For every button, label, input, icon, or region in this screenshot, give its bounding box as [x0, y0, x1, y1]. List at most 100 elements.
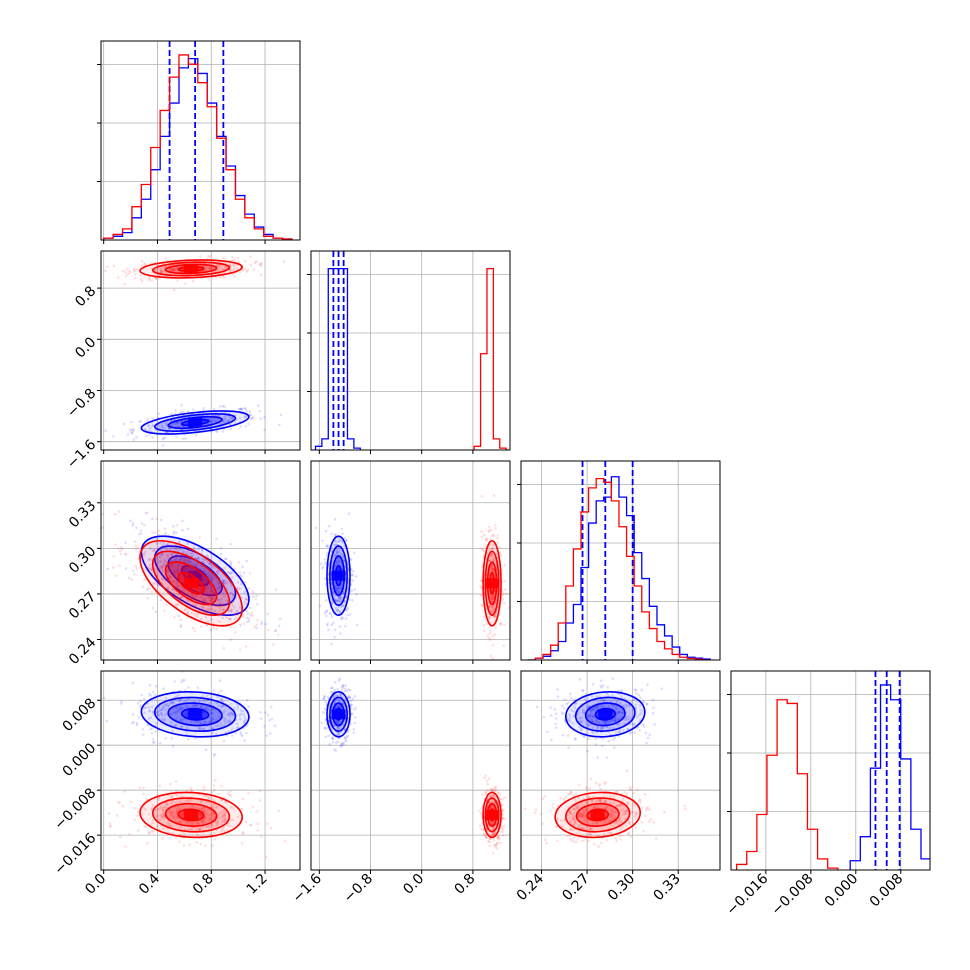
sample-point — [167, 822, 171, 826]
sample-point — [156, 814, 159, 818]
sample-point — [204, 721, 207, 725]
sample-point — [206, 709, 210, 712]
sample-point — [231, 596, 235, 600]
sample-point — [335, 694, 339, 697]
sample-point — [139, 529, 143, 532]
density-peak-series-1 — [485, 809, 500, 820]
sample-point — [334, 719, 338, 723]
sample-point — [180, 596, 183, 600]
sample-point — [175, 523, 179, 527]
sample-point — [235, 722, 239, 726]
sample-point — [333, 701, 336, 704]
sample-point — [151, 710, 155, 714]
sample-point — [493, 633, 497, 636]
sample-point — [143, 552, 146, 556]
sample-point — [228, 719, 231, 723]
sample-point — [493, 603, 497, 606]
sample-point — [220, 603, 223, 607]
sample-point — [151, 607, 155, 610]
sample-point — [101, 512, 104, 516]
sample-point — [216, 816, 220, 820]
sample-point — [161, 837, 165, 840]
sample-point — [214, 724, 218, 728]
sample-point — [336, 551, 339, 555]
sample-point — [494, 843, 498, 847]
sample-point — [188, 806, 191, 809]
sample-point — [501, 828, 505, 832]
sample-point — [203, 576, 206, 580]
sample-point — [199, 799, 203, 803]
sample-point — [218, 620, 221, 623]
sample-point — [332, 543, 335, 547]
sample-point — [174, 819, 177, 823]
sample-point — [193, 572, 196, 576]
x-tick-label: 0.8 — [451, 871, 478, 898]
sample-point — [172, 268, 176, 271]
sample-point — [350, 712, 354, 716]
sample-point — [496, 536, 499, 540]
sample-point — [340, 706, 343, 710]
sample-point — [165, 803, 169, 806]
sample-point — [159, 711, 163, 715]
sample-point — [266, 612, 269, 616]
sample-point — [337, 599, 340, 603]
sample-point — [173, 571, 177, 575]
sample-point — [660, 687, 663, 691]
sample-point — [482, 832, 486, 836]
sample-point — [488, 559, 492, 563]
sample-point — [196, 556, 200, 560]
sample-point — [189, 597, 193, 600]
sample-point — [112, 555, 115, 558]
sample-point — [174, 706, 178, 710]
sample-point — [157, 714, 160, 717]
sample-point — [490, 805, 493, 808]
sample-point — [327, 628, 330, 632]
sample-point — [204, 800, 207, 804]
sample-point — [210, 696, 213, 699]
sample-point — [161, 553, 164, 556]
sample-point — [229, 576, 233, 580]
panel-frame — [100, 670, 301, 871]
sample-point — [336, 733, 339, 736]
sample-point — [171, 267, 175, 271]
sample-point — [333, 681, 337, 684]
sample-point — [219, 552, 223, 556]
sample-point — [191, 805, 195, 808]
sample-point — [209, 720, 213, 723]
sample-point — [205, 825, 208, 829]
sample-point — [207, 573, 210, 577]
sample-point — [488, 844, 492, 848]
sample-point — [211, 597, 215, 601]
sample-point — [116, 276, 120, 279]
sample-point — [182, 565, 185, 569]
sample-point — [151, 531, 154, 534]
sample-point — [189, 561, 193, 564]
sample-point — [197, 557, 200, 560]
sample-point — [173, 547, 176, 551]
sample-point — [149, 727, 152, 731]
sample-point — [132, 428, 135, 431]
sample-point — [135, 567, 139, 570]
sample-point — [331, 587, 334, 590]
sample-point — [490, 610, 494, 614]
sample-point — [200, 605, 204, 609]
sample-point — [492, 838, 496, 842]
sample-point — [146, 723, 150, 727]
sample-point — [157, 547, 161, 550]
sample-point — [483, 545, 487, 549]
sample-point — [228, 617, 232, 621]
sample-point — [485, 622, 489, 625]
sample-point — [238, 407, 242, 411]
sample-point — [163, 609, 166, 612]
sample-point — [499, 623, 503, 626]
sample-point — [167, 703, 171, 707]
sample-point — [214, 822, 218, 825]
sample-point — [198, 726, 202, 729]
sample-point — [136, 810, 140, 814]
sample-point — [165, 702, 169, 706]
sample-point — [105, 719, 109, 723]
panel-content — [101, 671, 319, 870]
sample-point — [316, 831, 319, 834]
sample-point — [259, 263, 262, 266]
